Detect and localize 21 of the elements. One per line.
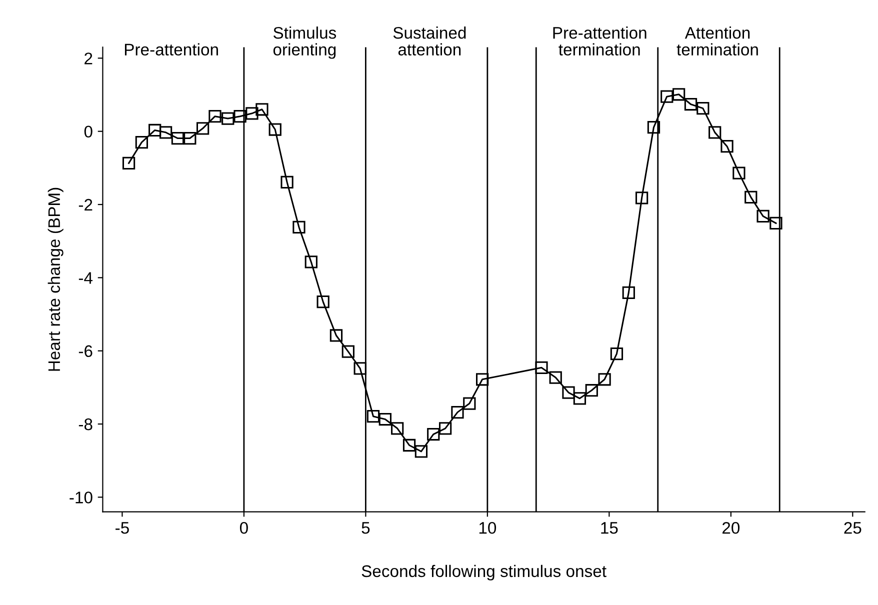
annotation: Stimulus orienting bbox=[273, 26, 336, 59]
x-axis-title: Seconds following stimulus onset bbox=[362, 564, 606, 580]
x-tick-label: 10 bbox=[479, 522, 496, 534]
y-axis-title: Heart rate change (BPM) bbox=[48, 188, 64, 371]
x-tick-label: 0 bbox=[240, 522, 248, 534]
y-tick-label: 0 bbox=[84, 126, 92, 138]
y-tick-label: 2 bbox=[84, 52, 92, 64]
annotation: Pre-attention termination bbox=[553, 26, 646, 56]
y-tick-label: -6 bbox=[78, 345, 92, 358]
y-tick-label: -8 bbox=[78, 418, 92, 430]
x-tick-label: 5 bbox=[362, 522, 370, 534]
annotation: Pre-attention bbox=[124, 43, 218, 56]
x-tick-label: 25 bbox=[844, 522, 862, 534]
annotation: Sustained attention bbox=[393, 26, 466, 56]
x-tick-label: 15 bbox=[601, 522, 618, 534]
x-tick-label: -5 bbox=[116, 522, 129, 534]
x-tick-label: 20 bbox=[722, 522, 740, 534]
y-tick-label: -10 bbox=[70, 492, 92, 504]
annotation: Attention termination bbox=[676, 26, 758, 56]
y-tick-label: -4 bbox=[78, 272, 93, 284]
y-tick-label: -2 bbox=[78, 198, 92, 211]
